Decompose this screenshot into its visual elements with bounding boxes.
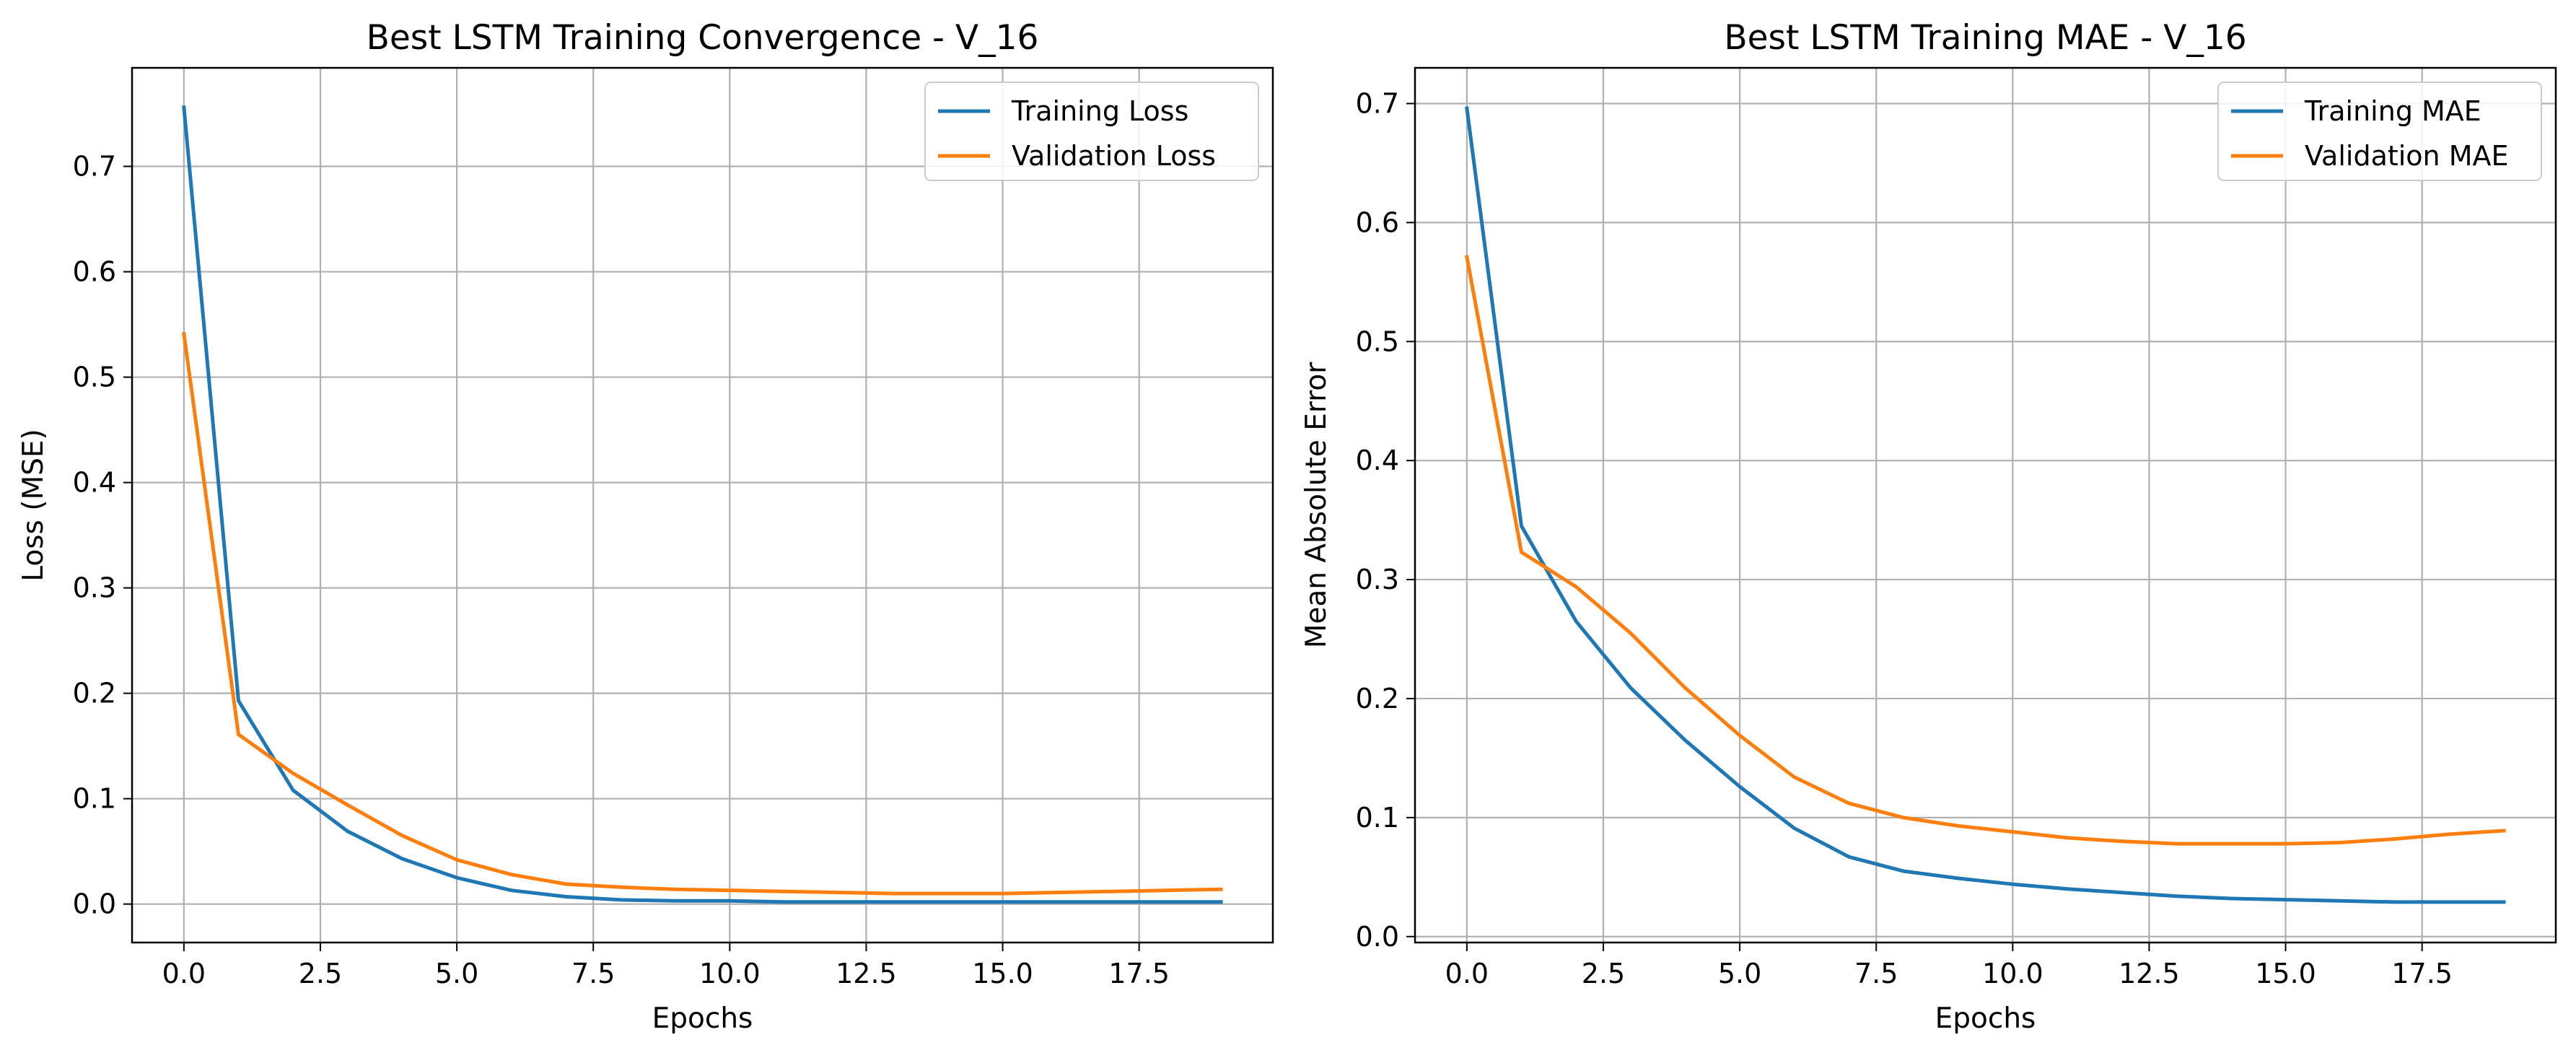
legend-label: Training MAE	[2304, 95, 2481, 127]
x-tick-label: 12.5	[836, 958, 897, 989]
x-tick-label: 12.5	[2119, 958, 2180, 989]
x-tick-label: 2.5	[299, 958, 342, 989]
y-tick-label: 0.0	[1356, 921, 1399, 953]
x-tick-label: 10.0	[699, 958, 761, 989]
legend-box	[924, 82, 1259, 181]
y-tick-label: 0.2	[73, 678, 116, 709]
series-line-training-mae	[1465, 106, 2506, 904]
y-axis-label: Loss (MSE)	[17, 429, 50, 581]
y-tick-label: 0.0	[73, 888, 116, 920]
x-tick-label: 17.5	[2391, 958, 2453, 989]
x-tick-label: 7.5	[1854, 958, 1898, 989]
legend: Training Loss Validation Loss	[924, 82, 1259, 181]
legend-label: Validation MAE	[2305, 140, 2509, 172]
chart-2: Best LSTM Training MAE - V_16 0.0 2.5 5.0 7.…	[1300, 18, 2557, 1035]
legend-box	[2217, 82, 2542, 181]
series-line-validation-loss	[182, 331, 1223, 896]
y-tick-label: 0.3	[73, 572, 116, 604]
y-tick-label: 0.3	[1356, 564, 1399, 595]
x-tick-label: 2.5	[1582, 958, 1625, 989]
y-tick-label: 0.6	[1356, 206, 1399, 238]
y-tick-label: 0.4	[1356, 445, 1399, 476]
x-tick-label: 15.0	[972, 958, 1033, 989]
y-tick-label: 0.6	[73, 256, 116, 288]
y-tick-label: 0.1	[1356, 802, 1399, 834]
x-tick-label: 7.5	[571, 958, 615, 989]
x-tick-label: 5.0	[1718, 958, 1761, 989]
x-tick-label: 5.0	[435, 958, 478, 989]
series-line-training-loss	[182, 105, 1223, 904]
y-tick-label: 0.5	[73, 362, 116, 393]
x-tick-label: 0.0	[1445, 958, 1489, 989]
legend-label: Validation Loss	[1012, 140, 1216, 172]
x-tick-label: 0.0	[162, 958, 206, 989]
x-axis-label: Epochs	[652, 1002, 753, 1035]
series-line-validation-mae	[1464, 255, 2506, 846]
y-tick-label: 0.7	[73, 151, 116, 183]
y-tick-label: 0.7	[1356, 87, 1399, 119]
legend: Training MAE Validation MAE	[2217, 82, 2542, 181]
y-tick-label: 0.4	[73, 467, 116, 499]
chart-title: Best LSTM Training Convergence - V_16	[367, 18, 1039, 58]
plot-frame	[131, 66, 1274, 944]
x-tick-label: 17.5	[1108, 958, 1170, 989]
x-tick-label: 15.0	[2255, 958, 2316, 989]
y-tick-label: 0.2	[1356, 683, 1399, 714]
y-tick-label: 0.1	[73, 783, 116, 815]
x-tick-label: 10.0	[1982, 958, 2043, 989]
x-axis-label: Epochs	[1935, 1002, 2036, 1035]
chart-title: Best LSTM Training MAE - V_16	[1724, 18, 2246, 58]
y-axis-label: Mean Absolute Error	[1300, 362, 1333, 649]
y-tick-label: 0.5	[1356, 325, 1399, 357]
plot-frame	[1414, 66, 2557, 944]
chart-1: Best LSTM Training Convergence - V_16 0.0…	[17, 18, 1274, 1035]
legend-label: Training Loss	[1011, 95, 1188, 127]
